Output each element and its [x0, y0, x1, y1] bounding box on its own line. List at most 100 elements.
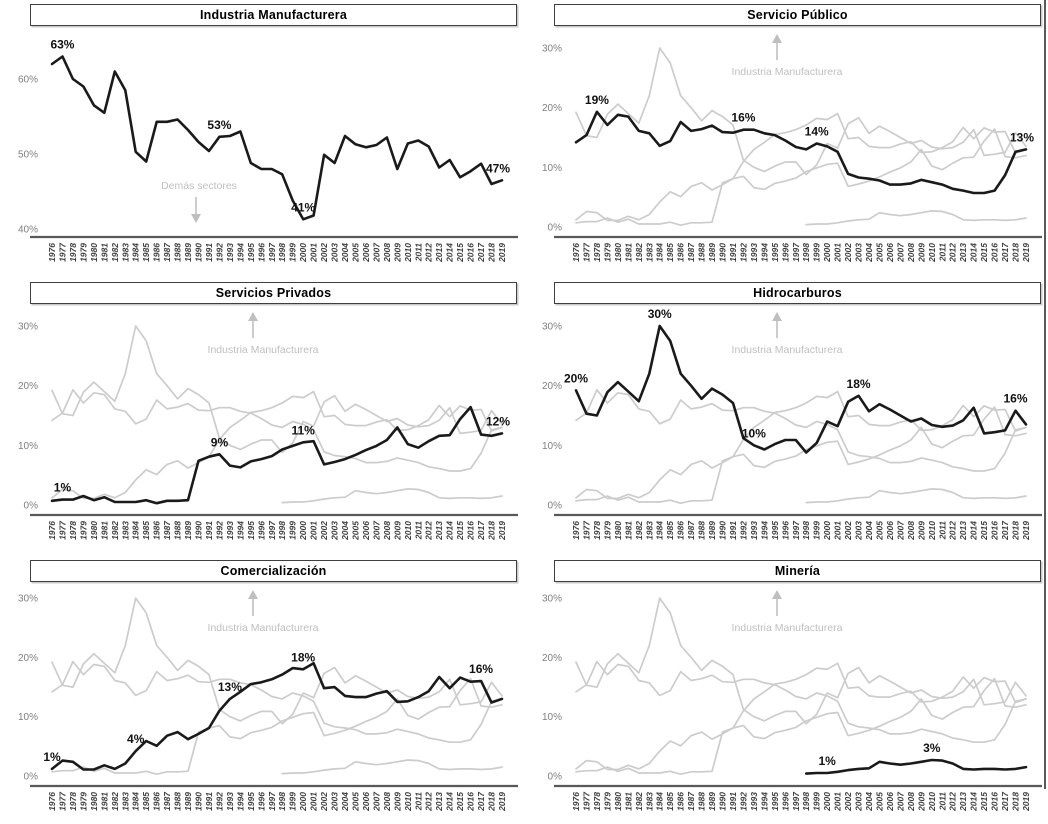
x-tick-label: 1984 [655, 521, 665, 540]
y-tick-label: 20% [542, 653, 562, 664]
y-tick-label: 30% [18, 594, 38, 605]
x-tick-label: 2000 [298, 243, 308, 263]
x-tick-label: 1993 [225, 521, 235, 540]
x-tick-label: 2004 [864, 792, 874, 812]
x-tick-label: 2005 [874, 521, 884, 541]
x-tick-label: 1976 [571, 243, 581, 262]
data-label: 16% [469, 662, 493, 676]
muted-series-line-spr [575, 677, 1027, 776]
x-tick-label: 2017 [1000, 242, 1010, 263]
x-tick-label: 2001 [833, 243, 843, 263]
chart-servicios-privados: 30%20%10%0%1976 1977 1978 1979 1980 1981 1982 1… [18, 312, 518, 541]
y-tick-label: 0% [24, 501, 39, 512]
x-tick-label: 2008 [906, 792, 916, 812]
highlight-series-line-c [50, 662, 504, 771]
x-tick-label: 2019 [497, 521, 507, 541]
x-tick-label: 2008 [906, 243, 916, 263]
x-tick-label: 2002 [319, 521, 329, 541]
x-tick-label: 2008 [382, 792, 392, 812]
x-tick-label: 1987 [686, 791, 696, 811]
x-tick-label: 1996 [780, 521, 790, 540]
x-tick-label: 2003 [854, 521, 864, 541]
x-tick-label: 1985 [141, 792, 151, 811]
x-tick-label: 1994 [235, 792, 245, 811]
data-label: 3% [923, 741, 941, 755]
panel-servicios-privados: Servicios Privados 30% 20% 10% 0% 1976 1977 19… [0, 278, 524, 556]
x-tick-label: 1991 [204, 521, 214, 540]
chart-industria-manufacturera: 60%50%40%1976 1977 1978 1979 1980 1981 1982 198… [18, 38, 518, 263]
chart-hidrocarburos: 30%20%10%0%1976 1977 1978 1979 1980 1981 1982 1… [542, 307, 1042, 541]
x-tick-label: 1989 [707, 521, 717, 540]
y-tick-label: 20% [542, 103, 562, 114]
panel-title: Hidrocarburos [753, 286, 842, 300]
x-tick-label: 2006 [885, 792, 895, 812]
x-tick-label: 2002 [319, 792, 329, 812]
panel-title: Servicios Privados [215, 286, 332, 300]
annotation-label: Industria Manufacturera [732, 344, 843, 356]
x-tick-label: 1997 [791, 520, 801, 540]
x-tick-label: 2011 [937, 792, 947, 812]
arrow-up-icon [772, 590, 782, 599]
data-label: 12% [486, 414, 510, 428]
muted-series-line-spr [51, 677, 503, 776]
x-tick-label: 1988 [697, 243, 707, 262]
x-tick-label: 2004 [864, 243, 874, 263]
x-tick-label: 2007 [371, 520, 381, 541]
x-tick-label: 2006 [885, 521, 895, 541]
x-tick-label: 1992 [214, 243, 224, 262]
x-tick-label: 2000 [822, 243, 832, 263]
data-label: 14% [805, 124, 829, 138]
chart-comercializacion: 30%20%10%0%1976 1977 1978 1979 1980 1981 1982 1… [18, 590, 518, 812]
arrow-down-icon [191, 214, 201, 223]
x-tick-label: 1991 [204, 243, 214, 262]
x-tick-label: 1999 [812, 243, 822, 262]
x-tick-label: 2016 [466, 243, 476, 263]
x-tick-label: 2018 [487, 243, 497, 263]
x-tick-label: 1988 [173, 243, 183, 262]
muted-series-line-h [51, 597, 503, 725]
title-box-industria-manufacturera: Industria Manufacturera [30, 4, 517, 26]
x-tick-label: 1988 [173, 521, 183, 540]
x-tick-label: 1976 [571, 792, 581, 811]
x-tick-label: 2014 [969, 521, 979, 541]
x-tick-label: 1985 [665, 521, 675, 540]
x-tick-label: 2012 [424, 243, 434, 263]
x-tick-label: 1977 [57, 520, 67, 540]
data-label: 16% [1004, 392, 1028, 406]
y-tick-label: 20% [542, 381, 562, 392]
y-tick-label: 30% [542, 43, 562, 54]
x-tick-label: 2015 [455, 792, 465, 812]
x-tick-label: 2004 [340, 243, 350, 263]
data-label: 1% [43, 750, 61, 764]
x-tick-label: 1978 [592, 792, 602, 811]
x-tick-label: 2014 [969, 243, 979, 263]
x-tick-label: 1987 [162, 791, 172, 811]
x-tick-label: 2005 [874, 243, 884, 263]
x-tick-label: 1991 [204, 792, 214, 811]
x-tick-label: 2001 [309, 243, 319, 263]
x-tick-label: 1981 [623, 521, 633, 540]
x-tick-label: 2009 [916, 521, 926, 541]
x-tick-label: 1995 [770, 521, 780, 540]
data-label: 20% [564, 371, 588, 385]
x-tick-label: 1980 [613, 243, 623, 262]
x-tick-label: 2002 [843, 521, 853, 541]
x-tick-label: 1999 [288, 521, 298, 540]
panel-comercializacion: Comercialización 30% 20% 10% 0% 1976 1977 1978… [0, 556, 524, 824]
x-tick-label: 1979 [602, 243, 612, 262]
x-tick-label: 1995 [246, 521, 256, 540]
title-box-hidrocarburos: Hidrocarburos [554, 282, 1041, 304]
x-tick-label: 2007 [895, 520, 905, 541]
x-tick-label: 1994 [235, 243, 245, 262]
x-tick-label: 1976 [47, 243, 57, 262]
x-tick-label: 2009 [916, 243, 926, 263]
x-tick-label: 1979 [78, 521, 88, 540]
x-tick-label: 1979 [78, 243, 88, 262]
x-tick-label: 1987 [686, 242, 696, 262]
x-tick-label: 1982 [634, 243, 644, 262]
x-tick-label: 1999 [812, 521, 822, 540]
x-tick-label: 2001 [309, 521, 319, 541]
x-tick-label: 2013 [958, 521, 968, 541]
